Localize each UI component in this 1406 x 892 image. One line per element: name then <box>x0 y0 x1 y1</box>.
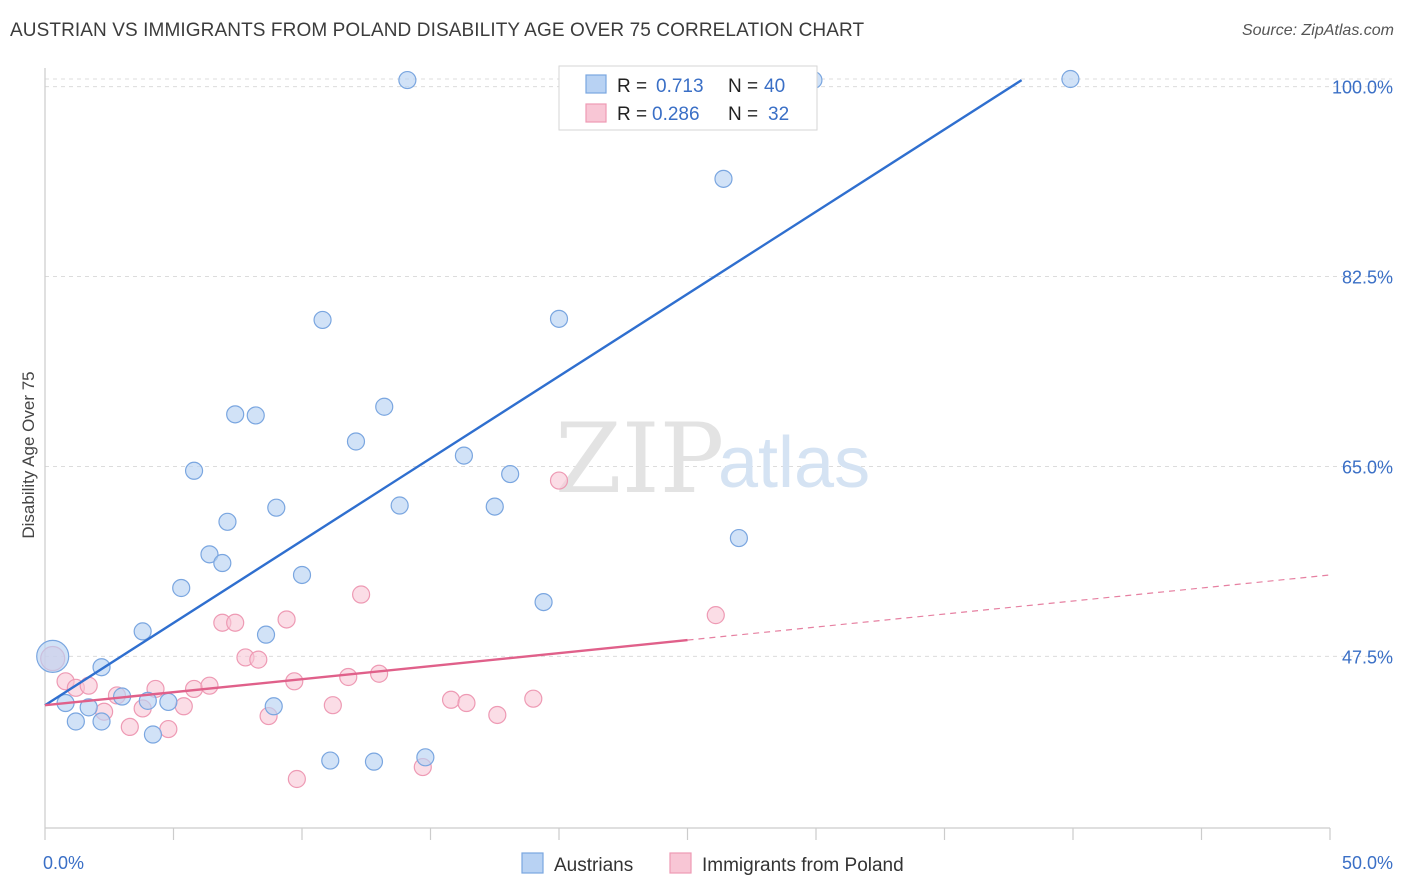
grid-lines <box>45 78 1392 657</box>
poland-point <box>249 650 268 669</box>
poland-point <box>441 690 461 709</box>
austrians-point <box>416 748 435 767</box>
poland-trend-line <box>44 638 688 707</box>
austrians-point <box>390 496 409 515</box>
poland-point <box>120 717 139 737</box>
legend-swatch-austrians <box>585 74 607 94</box>
austrians-point <box>485 497 504 516</box>
austrians-point <box>159 692 178 712</box>
series-legend-swatch-poland <box>669 852 692 874</box>
austrians-point <box>1061 69 1080 89</box>
austrians-point <box>213 553 232 573</box>
legend-r-value-poland: 0.286 <box>652 104 700 125</box>
legend-swatch-poland <box>585 103 607 123</box>
austrians-point <box>398 70 417 90</box>
legend-n-label-poland: N = <box>728 104 758 125</box>
x-tick-label: 50.0% <box>1342 853 1393 873</box>
y-tick-label: 82.5% <box>1342 268 1393 288</box>
poland-point <box>352 585 371 604</box>
legend-n-value-poland: 32 <box>768 104 789 125</box>
poland-point <box>370 664 389 683</box>
legend-n-value-austrians: 40 <box>764 76 785 97</box>
austrians-point <box>313 310 332 330</box>
austrians-point <box>200 545 219 564</box>
poland-point <box>457 693 476 713</box>
austrians-point <box>264 697 283 716</box>
chart-title: AUSTRIAN VS IMMIGRANTS FROM POLAND DISAB… <box>10 20 865 41</box>
y-tick-label: 65.0% <box>1342 457 1393 477</box>
austrians-point <box>364 752 384 771</box>
austrians-point <box>549 309 569 328</box>
austrians-point <box>218 512 237 531</box>
austrians-point <box>66 712 85 731</box>
poland-point <box>706 606 725 625</box>
poland-point <box>226 613 245 632</box>
austrians-point <box>226 405 245 424</box>
trend-lines <box>44 79 1331 707</box>
poland-point <box>277 610 296 629</box>
austrians-point <box>256 625 276 644</box>
austrians-point <box>534 593 553 612</box>
poland-point <box>549 471 569 490</box>
poland-point <box>174 697 193 716</box>
series-legend: Austrians Immigrants from Poland <box>521 852 904 876</box>
austrians-trend-line <box>44 79 1023 707</box>
y-tick-label: 100.0% <box>1332 78 1393 98</box>
poland-point <box>159 719 178 739</box>
austrians-point <box>184 461 204 480</box>
austrians-point <box>79 698 98 717</box>
austrians-point <box>143 725 163 744</box>
austrians-point <box>714 169 733 188</box>
austrians-point <box>92 712 111 731</box>
series-legend-austrians: Austrians <box>554 855 633 876</box>
austrians-point <box>501 464 520 484</box>
y-tick-label: 47.5% <box>1342 647 1393 667</box>
austrians-point <box>36 639 70 673</box>
watermark: ZIP atlas <box>555 403 870 515</box>
poland-point <box>323 696 342 715</box>
austrians-point <box>375 397 394 416</box>
austrians-point <box>346 432 366 451</box>
legend-r-label-austrians: R = <box>617 76 647 97</box>
poland-point <box>488 705 507 725</box>
legend-r-label-poland: R = <box>617 104 647 125</box>
austrians-point <box>267 498 286 517</box>
poland-point <box>339 667 358 687</box>
poland-trend-extension <box>687 574 1331 641</box>
austrians-point <box>246 406 265 425</box>
legend-r-value-austrians: 0.713 <box>656 76 704 97</box>
watermark-zip: ZIP <box>555 403 724 515</box>
series-legend-poland: Immigrants from Poland <box>702 855 904 876</box>
poland-point <box>524 689 543 708</box>
poland-point <box>287 769 306 789</box>
source-credit: Source: ZipAtlas.com <box>1241 22 1394 39</box>
tick-labels: 47.5% 65.0% 82.5% 100.0% 0.0% 50.0% <box>43 78 1393 873</box>
austrians-point <box>133 622 152 641</box>
series-legend-swatch-austrians <box>521 852 544 874</box>
austrians-point <box>138 691 157 710</box>
y-axis-label: Disability Age Over 75 <box>19 371 38 538</box>
poland-point <box>200 676 219 695</box>
austrians-point <box>172 578 191 598</box>
watermark-atlas: atlas <box>718 423 870 503</box>
austrians-points <box>36 69 1080 771</box>
austrians-point <box>729 528 749 548</box>
axes <box>44 68 1331 840</box>
x-tick-label: 0.0% <box>43 853 84 873</box>
legend-n-label-austrians: N = <box>728 76 758 97</box>
austrians-point <box>321 751 340 770</box>
austrians-point <box>454 446 474 465</box>
austrians-point <box>292 565 312 585</box>
correlation-legend: R = 0.713 N = 40 R = 0.286 N = 32 <box>558 65 818 131</box>
